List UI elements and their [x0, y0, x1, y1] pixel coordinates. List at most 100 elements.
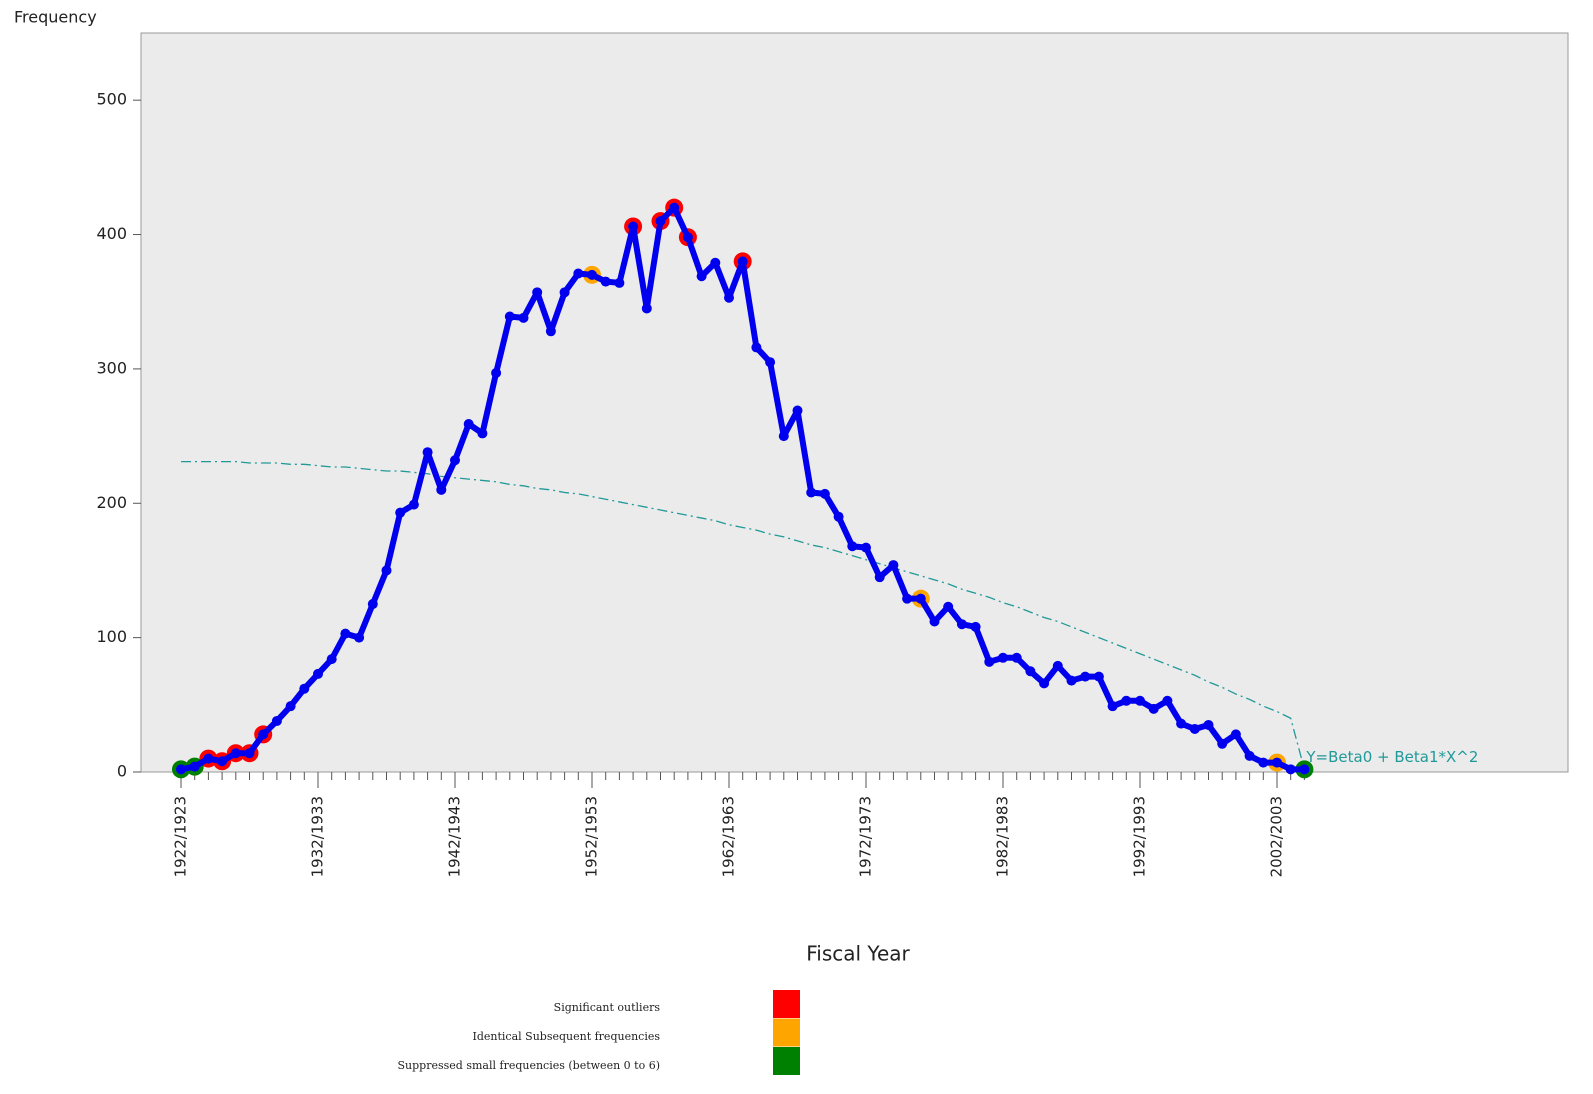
data-point [313, 668, 323, 679]
x-axis-title: Fiscal Year [806, 942, 910, 966]
y-tick-label: 300 [96, 358, 127, 377]
data-point [641, 303, 652, 314]
data-point [902, 593, 913, 604]
data-point [587, 269, 597, 280]
x-tick-label: 1962/1963 [720, 796, 738, 877]
y-tick-label: 500 [96, 90, 127, 109]
data-point [655, 216, 666, 227]
data-point [545, 326, 556, 337]
data-point [518, 312, 529, 323]
y-tick-label: 100 [96, 627, 127, 646]
legend-swatch [773, 1018, 800, 1047]
data-point [258, 729, 269, 740]
data-point [1011, 652, 1022, 663]
data-point [326, 654, 337, 665]
data-point [1244, 750, 1255, 761]
y-axis-title: Frequency [14, 8, 97, 27]
data-point [861, 542, 871, 553]
data-point [285, 701, 296, 712]
data-point [737, 256, 748, 267]
data-point [463, 418, 474, 429]
data-point [682, 232, 693, 243]
data-point [436, 484, 447, 495]
data-point [477, 428, 488, 439]
legend-swatch [773, 990, 800, 1018]
data-point [230, 748, 241, 759]
data-point [847, 541, 858, 552]
data-point [381, 565, 392, 576]
data-point [984, 656, 995, 667]
data-point [696, 271, 707, 282]
x-tick-label: 1952/1953 [583, 796, 601, 877]
data-point [354, 632, 365, 643]
data-point [614, 277, 625, 288]
data-point [189, 761, 200, 772]
data-point [299, 683, 310, 694]
legend-swatch [773, 1047, 800, 1075]
data-point [395, 507, 406, 518]
data-point [408, 499, 419, 510]
data-point [244, 748, 255, 759]
data-point [532, 287, 543, 298]
data-point [559, 287, 570, 298]
fit-line [181, 460, 1306, 770]
x-tick-label: 1982/1983 [994, 796, 1012, 877]
data-point [874, 572, 885, 583]
data-point [1299, 764, 1310, 775]
x-tick-label: 1942/1943 [446, 796, 464, 877]
legend-label: Significant outliers [554, 1001, 661, 1014]
data-point [1272, 757, 1282, 768]
data-point [176, 764, 186, 775]
data-point [1258, 757, 1269, 768]
data-point [669, 202, 680, 213]
data-point [450, 455, 460, 466]
data-point [217, 756, 228, 767]
data-point [1052, 660, 1063, 671]
data-point [943, 601, 954, 612]
y-tick-label: 200 [96, 493, 127, 512]
data-point [956, 619, 967, 630]
data-point [1189, 724, 1200, 735]
data-point [628, 221, 639, 232]
data-point [367, 599, 378, 610]
data-point [1025, 666, 1036, 677]
data-point [203, 753, 214, 764]
data-point [1121, 695, 1132, 706]
data-point [340, 628, 351, 639]
x-tick-label: 1922/1923 [172, 796, 190, 877]
fit-label: Y=Beta0 + Beta1*X^2 [1305, 748, 1478, 766]
data-point [765, 357, 776, 368]
y-tick-label: 0 [117, 762, 127, 781]
data-point [915, 593, 926, 604]
x-tick-label: 1932/1933 [309, 796, 327, 877]
data-point [806, 487, 817, 498]
data-point [573, 268, 584, 279]
data-point [833, 511, 844, 522]
data-point [970, 621, 981, 632]
data-point [1148, 703, 1159, 714]
legend-label: Identical Subsequent frequencies [473, 1030, 661, 1043]
data-point [751, 342, 762, 353]
plot-area [140, 32, 1569, 773]
data-point [1066, 675, 1077, 686]
data-point [271, 715, 282, 726]
x-tick-label: 1972/1973 [857, 796, 875, 877]
data-point [792, 405, 803, 416]
y-tick-label: 400 [96, 224, 127, 243]
data-point [1080, 671, 1091, 682]
data-point [1203, 719, 1214, 730]
data-point [1039, 678, 1050, 689]
data-point [929, 616, 940, 627]
data-point [491, 367, 502, 378]
data-point [1107, 701, 1118, 712]
data-point [710, 257, 721, 268]
data-point [504, 311, 515, 322]
data-point [1217, 738, 1228, 749]
data-point [819, 488, 830, 499]
data-point [600, 276, 611, 287]
data-point [1285, 764, 1296, 775]
data-point [888, 560, 899, 571]
data-point [724, 292, 734, 303]
